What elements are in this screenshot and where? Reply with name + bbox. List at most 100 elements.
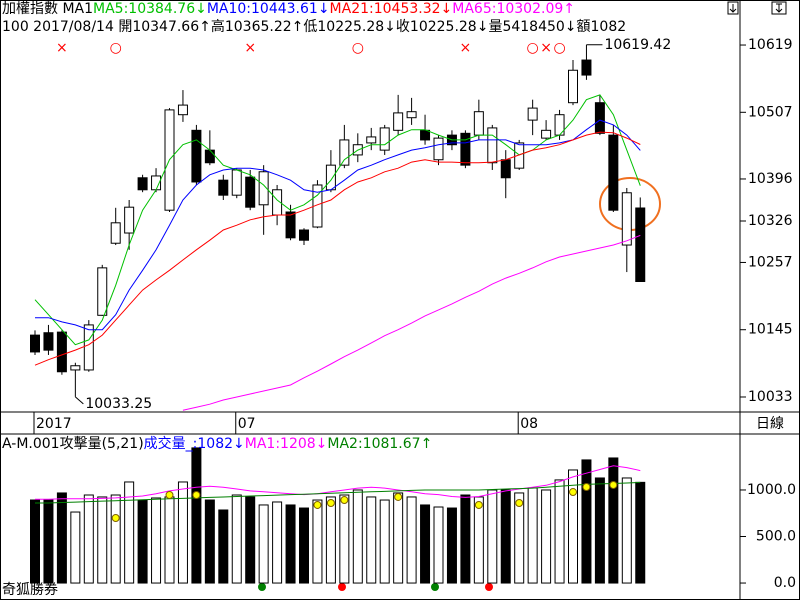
volume-bar bbox=[245, 496, 256, 584]
volume-bar bbox=[97, 496, 108, 584]
volume-bar bbox=[541, 489, 552, 584]
candle-body bbox=[97, 267, 108, 316]
signal-dot bbox=[326, 499, 335, 508]
x-tick-label: 08 bbox=[520, 416, 538, 432]
ma-line bbox=[34, 131, 641, 366]
signal-dot bbox=[569, 488, 577, 497]
candle-body bbox=[70, 365, 81, 371]
candle-body bbox=[635, 207, 646, 283]
signal-marker: ○ bbox=[352, 40, 364, 56]
candle-body bbox=[581, 59, 592, 76]
candle-body bbox=[110, 222, 121, 244]
low-leader bbox=[75, 396, 84, 405]
candle-body bbox=[460, 132, 471, 166]
candle-body bbox=[433, 137, 444, 161]
signal-marker: ○ bbox=[110, 40, 122, 56]
period[interactable]: 日線 bbox=[756, 416, 784, 432]
candle-body bbox=[218, 179, 229, 196]
candle-body bbox=[339, 139, 350, 166]
signal-dot bbox=[338, 583, 346, 591]
signal-marker: ○ bbox=[527, 40, 539, 56]
volume-bar bbox=[231, 494, 242, 584]
ma-line bbox=[35, 119, 641, 331]
candle-body bbox=[406, 111, 417, 119]
signal-dot bbox=[515, 499, 524, 508]
volume-bar bbox=[339, 494, 350, 584]
volume-bar bbox=[500, 489, 511, 584]
candle-body bbox=[56, 331, 67, 373]
y-tick-label: 10033 bbox=[748, 389, 793, 405]
volume-bar bbox=[151, 497, 162, 584]
volume-bar bbox=[70, 511, 81, 584]
volume-bar bbox=[379, 499, 390, 584]
candle-body bbox=[191, 129, 202, 183]
candle-body bbox=[204, 149, 215, 164]
candle-body bbox=[299, 229, 309, 241]
x-tick-label: 2017 bbox=[36, 416, 72, 432]
volume-bar bbox=[299, 507, 309, 584]
volume-bar bbox=[608, 457, 619, 584]
volume-bar bbox=[420, 504, 431, 584]
candle-body bbox=[568, 69, 578, 104]
volume-bar bbox=[56, 492, 67, 584]
y-tick-label: 10396 bbox=[748, 171, 793, 187]
candle-body bbox=[527, 107, 538, 121]
volume-bar bbox=[473, 496, 484, 584]
volume-bar bbox=[272, 501, 283, 584]
ma-line bbox=[182, 234, 641, 411]
candle-body bbox=[594, 102, 605, 134]
header-line: 加權指數 MA1MA5:10384.76↓MA10:10443.61↓MA21:… bbox=[2, 0, 575, 18]
volume-bar bbox=[285, 504, 296, 584]
signal-dot bbox=[340, 496, 349, 505]
candle-body bbox=[43, 332, 54, 351]
indicator-header: A-M.001攻擊量(5,21)成交量_:1082↓MA1:1208↓MA2:1… bbox=[2, 435, 432, 453]
header-item: MA1:1208↓ bbox=[244, 436, 328, 452]
candle-body bbox=[124, 206, 135, 234]
y-tick-label: 1000.0 bbox=[747, 482, 796, 498]
volume-bar bbox=[43, 499, 54, 584]
signal-dot bbox=[258, 583, 266, 591]
volume-bar bbox=[218, 509, 229, 584]
ma-line bbox=[35, 481, 641, 504]
volume-bar bbox=[204, 499, 215, 584]
header-item: MA5:10384.76↓ bbox=[93, 1, 207, 17]
header-item: A-M.001攻擊量(5,21) bbox=[2, 436, 144, 452]
signal-marker: ○ bbox=[553, 40, 565, 56]
signal-dot bbox=[485, 583, 493, 591]
signal-dot bbox=[582, 482, 591, 491]
candle-body bbox=[83, 324, 94, 371]
candle-body bbox=[420, 129, 431, 141]
header-item: 100 2017/08/14 開10347.66↑高10365.22↑低1022… bbox=[2, 19, 627, 35]
header-item: 加權指數 MA1 bbox=[2, 1, 94, 17]
candle-body bbox=[245, 176, 256, 208]
signal-dot bbox=[474, 500, 483, 509]
signal-marker: × bbox=[540, 40, 552, 56]
volume-bar bbox=[352, 489, 363, 584]
signal-dot bbox=[431, 583, 439, 591]
volume-bar bbox=[621, 477, 632, 584]
end-arrow-icon bbox=[775, 3, 783, 13]
y-tick-label: 10326 bbox=[748, 213, 793, 229]
candle-body bbox=[30, 334, 40, 353]
candle-body bbox=[473, 111, 484, 136]
candle-body bbox=[366, 136, 377, 144]
volume-bar bbox=[568, 469, 578, 584]
candle-body bbox=[541, 129, 552, 139]
signal-dot bbox=[313, 500, 322, 509]
volume-bar bbox=[446, 507, 457, 584]
candle-body bbox=[137, 177, 148, 191]
volume-bar bbox=[594, 477, 605, 584]
header-item: MA2:1081.67↑ bbox=[327, 436, 433, 452]
signal-marker: × bbox=[56, 40, 68, 56]
volume-bar bbox=[137, 499, 148, 584]
brand: 奇狐勝券 bbox=[2, 581, 58, 598]
candle-body bbox=[177, 104, 188, 116]
volume-bar bbox=[581, 459, 592, 584]
volume-bar bbox=[164, 496, 175, 584]
y-tick-label: 10507 bbox=[748, 104, 793, 120]
ma-line bbox=[35, 465, 641, 500]
signal-dot bbox=[609, 480, 618, 489]
candle-body bbox=[487, 127, 498, 164]
